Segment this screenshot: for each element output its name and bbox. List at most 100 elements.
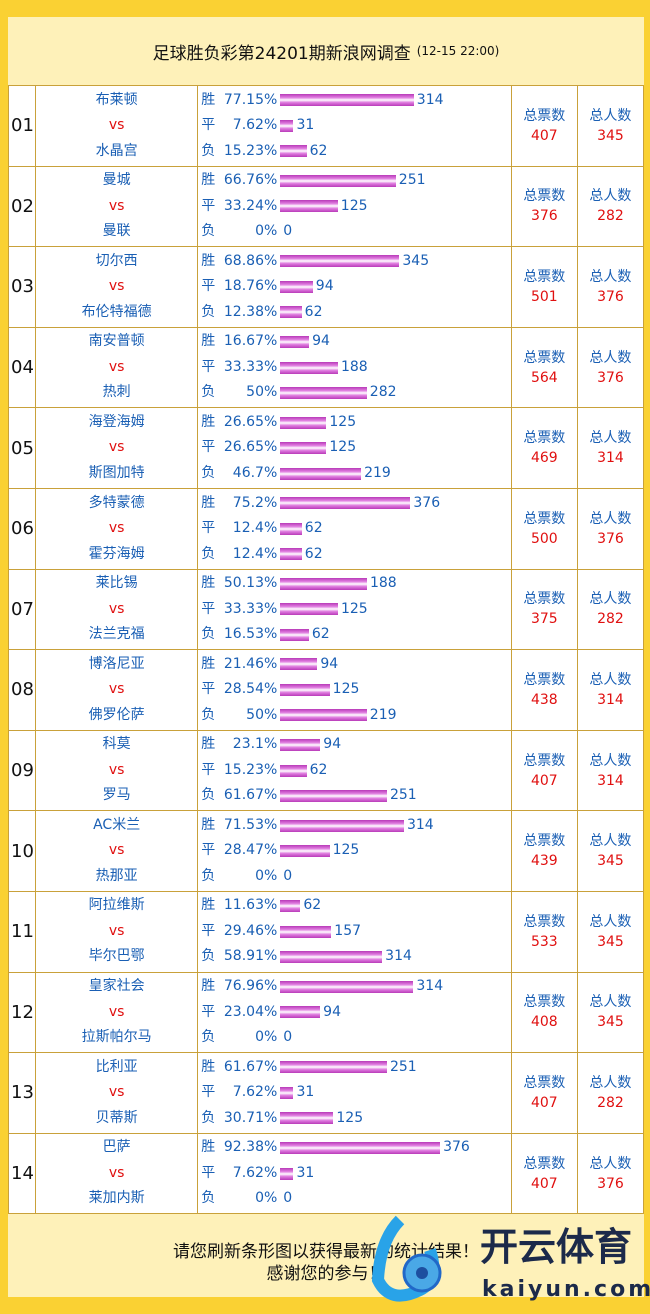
away-team[interactable]: 罗马 [102, 787, 131, 804]
lose-label: 负 [201, 464, 216, 481]
home-team[interactable]: 阿拉维斯 [88, 897, 145, 914]
win-bar [280, 94, 414, 107]
footer: 请您刷新条形图以获得最新的统计结果！ 感谢您的参与！ [8, 1214, 644, 1298]
total-people-value: 282 [597, 1094, 624, 1111]
lose-bar [280, 548, 302, 561]
lose-label: 负 [201, 223, 216, 240]
win-line: 胜 50.13% 188 [201, 571, 510, 597]
lose-count: 0 [283, 1029, 293, 1046]
total-votes-label: 总票数 [523, 510, 566, 527]
win-percent: 66.76% [223, 172, 278, 189]
total-people-label: 总人数 [589, 430, 632, 447]
total-votes-value: 533 [530, 933, 558, 950]
match-teams: 曼城 vs 曼联 [35, 165, 199, 248]
lose-line: 负 61.67% 251 [201, 783, 510, 809]
lose-percent: 12.38% [223, 303, 278, 320]
lose-line: 负 58.91% 314 [201, 944, 510, 970]
lose-count: 219 [369, 706, 397, 723]
lose-bar [280, 628, 309, 641]
win-line: 胜 92.38% 376 [201, 1135, 510, 1161]
draw-bar [280, 845, 330, 858]
away-team[interactable]: 曼联 [102, 223, 131, 240]
total-votes: 总票数 407 [510, 1052, 578, 1134]
lose-count: 62 [311, 626, 330, 643]
draw-line: 平 12.4% 62 [201, 516, 510, 542]
total-votes: 总票数 407 [510, 729, 578, 812]
home-team[interactable]: 皇家社会 [88, 978, 145, 995]
draw-bar [280, 280, 313, 293]
total-people-label: 总人数 [589, 510, 632, 527]
away-team[interactable]: 法兰克福 [88, 626, 145, 643]
away-team[interactable]: 贝蒂斯 [95, 1109, 138, 1126]
win-percent: 76.96% [223, 978, 278, 995]
away-team[interactable]: 布伦特福德 [81, 303, 152, 320]
win-count: 94 [320, 655, 339, 672]
page-header: 足球胜负彩第24201期新浪网调查 (12-15 22:00) [8, 17, 644, 85]
draw-count: 62 [304, 520, 323, 537]
home-team[interactable]: 曼城 [102, 172, 131, 189]
away-team[interactable]: 热刺 [102, 384, 131, 401]
lose-line: 负 12.4% 62 [201, 542, 510, 568]
match-teams: 南安普顿 vs 热刺 [35, 326, 199, 409]
home-team[interactable]: 切尔西 [95, 252, 138, 269]
vs-label: vs [108, 1003, 125, 1020]
total-people-value: 345 [597, 1014, 624, 1031]
away-team[interactable]: 霍芬海姆 [88, 545, 145, 562]
home-team[interactable]: 博洛尼亚 [88, 655, 145, 672]
lose-count: 0 [283, 867, 293, 884]
away-team[interactable]: 斯图加特 [88, 464, 145, 481]
home-team[interactable]: 海登海姆 [88, 413, 145, 430]
away-team[interactable]: 莱加内斯 [88, 1190, 145, 1207]
total-people-value: 345 [597, 853, 624, 870]
total-votes: 总票数 439 [510, 810, 578, 892]
home-team[interactable]: AC米兰 [93, 816, 141, 833]
draw-bar [280, 1086, 294, 1099]
total-votes-label: 总票数 [523, 349, 566, 366]
home-team[interactable]: 莱比锡 [95, 575, 138, 592]
survey-panel: 足球胜负彩第24201期新浪网调查 (12-15 22:00) 01 布莱顿 v… [7, 17, 645, 1298]
match-row: 14 巴萨 vs 莱加内斯 胜 92.38% 376 平 7.62% 31 负 0% 0 总票数… [7, 1132, 645, 1215]
draw-count: 125 [329, 439, 357, 456]
page-title: 足球胜负彩第24201期新浪网调查 [152, 43, 411, 64]
watermark-brand: 开云体育 [480, 1225, 632, 1269]
lose-percent: 15.23% [223, 142, 278, 159]
win-label: 胜 [201, 978, 216, 995]
total-people: 总人数 376 [576, 1132, 645, 1215]
total-people-value: 282 [597, 611, 624, 628]
vote-bars: 胜 66.76% 251 平 33.24% 125 负 0% 0 [197, 165, 512, 248]
total-votes-value: 408 [530, 1014, 558, 1031]
win-count: 376 [443, 1139, 470, 1156]
away-team[interactable]: 热那亚 [95, 867, 138, 884]
home-team[interactable]: 布莱顿 [95, 91, 138, 108]
total-votes-value: 469 [530, 450, 558, 467]
away-team[interactable]: 水晶宫 [95, 142, 138, 159]
total-votes-label: 总票数 [523, 1155, 566, 1172]
home-team[interactable]: 比利亚 [95, 1058, 138, 1075]
match-teams: 多特蒙德 vs 霍芬海姆 [35, 487, 199, 570]
home-team[interactable]: 科莫 [102, 736, 131, 753]
match-teams: AC米兰 vs 热那亚 [35, 810, 199, 892]
away-team[interactable]: 毕尔巴鄂 [88, 948, 145, 965]
match-teams: 博洛尼亚 vs 佛罗伦萨 [35, 649, 199, 731]
home-team[interactable]: 南安普顿 [88, 333, 145, 350]
win-line: 胜 66.76% 251 [201, 168, 510, 194]
lose-label: 负 [201, 948, 216, 965]
home-team[interactable]: 巴萨 [102, 1139, 131, 1156]
draw-count: 94 [315, 278, 334, 295]
win-line: 胜 16.67% 94 [201, 329, 510, 355]
total-votes-value: 407 [530, 772, 558, 789]
total-people-label: 总人数 [589, 268, 632, 285]
total-people: 总人数 282 [576, 568, 645, 651]
match-number: 04 [7, 326, 37, 409]
away-team[interactable]: 拉斯帕尔马 [81, 1029, 152, 1046]
vs-label: vs [108, 1164, 125, 1181]
lose-line: 负 46.7% 219 [201, 461, 510, 487]
vs-label: vs [108, 520, 125, 537]
win-percent: 21.46% [223, 655, 278, 672]
win-bar [280, 255, 400, 268]
away-team[interactable]: 佛罗伦萨 [88, 706, 145, 723]
win-label: 胜 [201, 252, 216, 269]
total-votes: 总票数 533 [510, 890, 578, 973]
home-team[interactable]: 多特蒙德 [88, 494, 145, 511]
draw-count: 157 [334, 922, 362, 939]
